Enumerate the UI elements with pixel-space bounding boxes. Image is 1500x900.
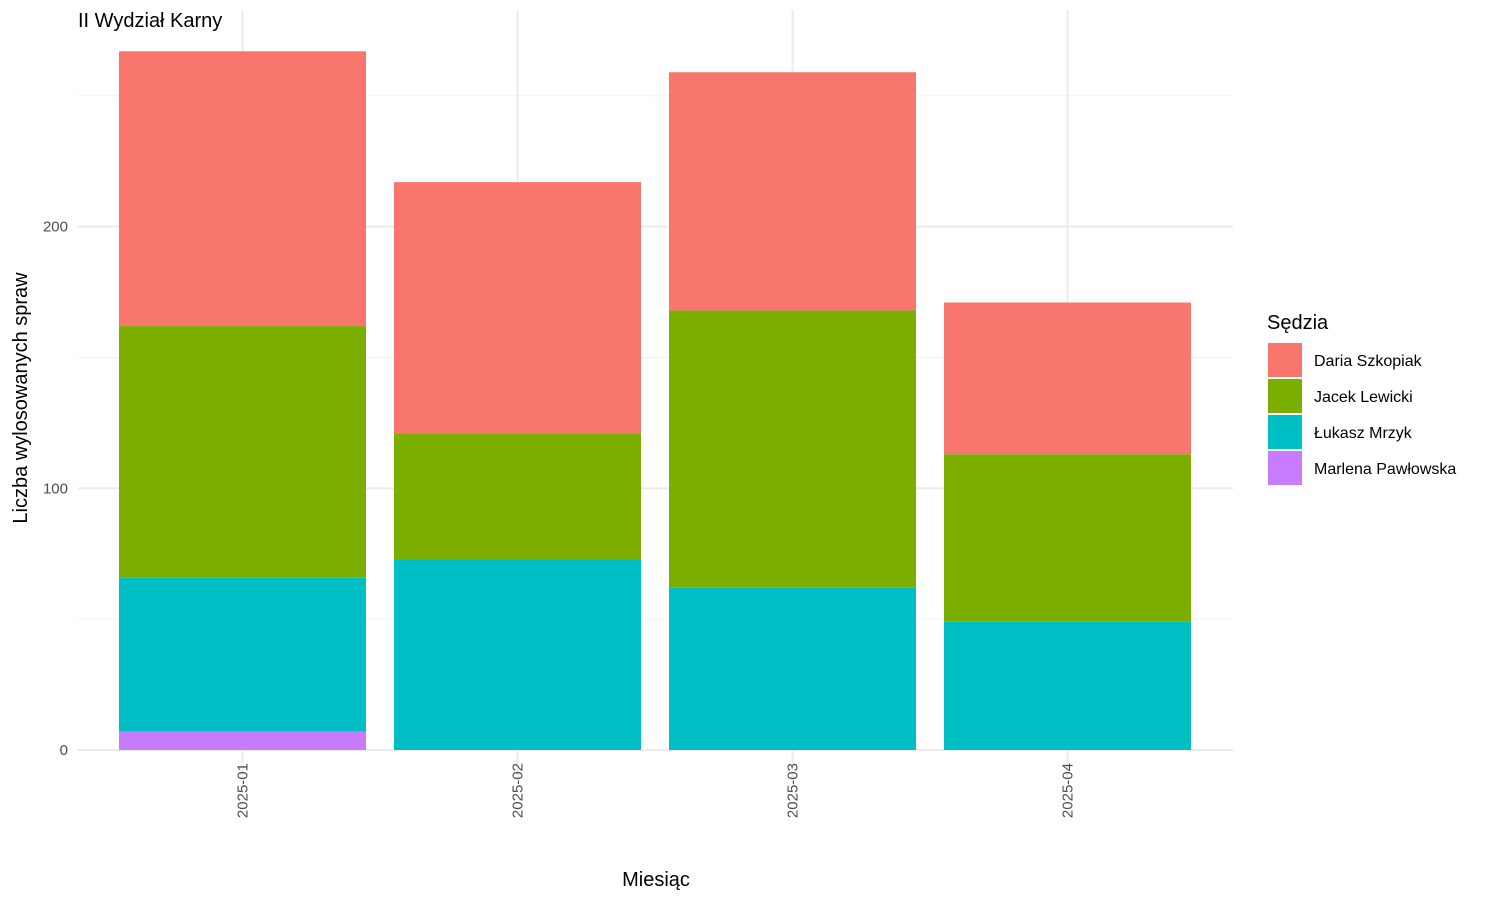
x-axis-label: Miesiąc [622,869,690,891]
bar-segment [394,433,641,559]
legend-swatch [1268,415,1302,449]
legend-swatch [1268,343,1302,377]
bar-segment [944,454,1191,622]
legend-swatch [1268,451,1302,485]
legend-items: Daria Szkopiak Jacek Lewicki Łukasz Mrzyk M… [1268,343,1456,485]
bar-segment [944,621,1191,750]
legend-title: Sędzia [1267,312,1329,334]
x-axis-ticks: 2025-01 2025-02 2025-03 2025-04 [235,763,1077,818]
legend: Sędzia Daria Szkopiak Jacek Lewicki Łukasz… [1267,312,1456,485]
x-tick-label: 2025-02 [510,763,527,818]
legend-swatch [1268,379,1302,413]
legend-label: Marlena Pawłowska [1314,461,1456,478]
bar-segment [119,731,366,750]
x-tick-label: 2025-01 [235,763,252,818]
y-tick-label: 100 [43,480,68,497]
bar-segment [669,310,916,588]
bar-segment [119,51,366,327]
bar-segment [119,326,366,578]
bar-segment [119,577,366,732]
bar-segment [669,72,916,311]
bars [119,51,1191,750]
bar-segment [669,587,916,750]
legend-label: Jacek Lewicki [1314,389,1413,406]
legend-label: Łukasz Mrzyk [1314,425,1413,442]
bar-segment [394,558,641,750]
y-axis-label: Liczba wylosowanych spraw [10,272,32,524]
y-tick-label: 200 [43,219,68,236]
y-tick-label: 0 [60,742,68,759]
chart-title: II Wydział Karny [78,10,222,32]
legend-label: Daria Szkopiak [1314,353,1423,370]
x-tick-label: 2025-03 [785,763,802,818]
bar-segment [944,302,1191,455]
x-tick-label: 2025-04 [1060,763,1077,818]
bar-segment [394,182,641,434]
y-axis-ticks: 0 100 200 [43,219,68,759]
